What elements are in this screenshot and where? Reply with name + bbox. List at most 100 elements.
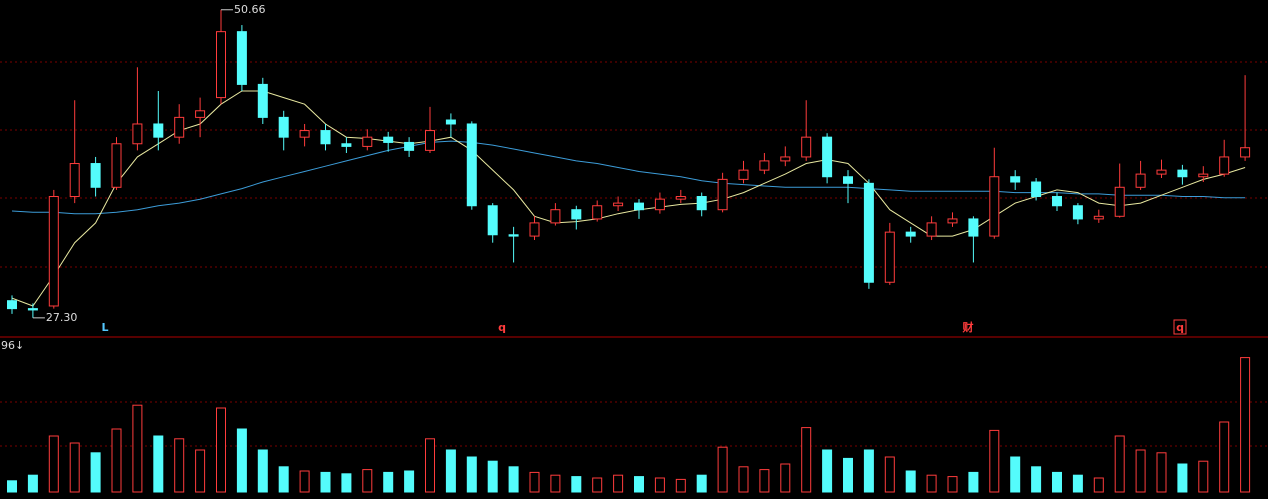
candle-body [926, 222, 937, 237]
volume-label: 96↓ [1, 339, 24, 352]
low-label: 27.30 [46, 311, 78, 324]
volume-bar [634, 476, 644, 493]
volume-bar [717, 446, 728, 493]
candle-body [487, 205, 498, 236]
volume-bar [111, 428, 122, 493]
marker-box [1173, 319, 1187, 335]
candle-body [1156, 169, 1167, 175]
candle-body [1177, 169, 1188, 178]
candle-body [1135, 173, 1146, 188]
candle-body [299, 130, 310, 138]
volume-bar [1240, 357, 1251, 493]
candle-body [717, 178, 728, 211]
volume-bar [69, 442, 80, 493]
volume-bar [759, 469, 770, 493]
candle-body [320, 130, 331, 145]
volume-bar [466, 456, 477, 493]
candle-body [195, 110, 206, 118]
volume-bar [216, 407, 226, 493]
volume-bar [801, 427, 812, 493]
candle-body [863, 182, 874, 283]
volume-bar [905, 470, 916, 493]
candle-body [90, 163, 101, 188]
candle-body [884, 231, 895, 283]
candle-body [738, 169, 749, 180]
volume-bar [236, 428, 247, 493]
candle-body [1114, 186, 1125, 217]
volume-bar [1198, 460, 1209, 493]
candle-body [425, 130, 435, 151]
volume-bar [613, 474, 624, 493]
volume-bar [383, 471, 394, 493]
candle-body [989, 176, 1000, 237]
volume-bar [884, 456, 895, 493]
volume-bar [863, 449, 874, 493]
volume-bar [1156, 452, 1167, 493]
candle-body [383, 136, 394, 143]
candle-body [153, 123, 164, 138]
candle-body [508, 234, 519, 237]
volume-bar [1093, 477, 1104, 493]
volume-bar [947, 476, 958, 493]
volume-bar [508, 466, 519, 493]
volume-bar [132, 404, 143, 493]
volume-bar [27, 474, 38, 493]
volume-bar [592, 477, 603, 493]
volume-bar [571, 476, 582, 493]
candle-body [1219, 156, 1230, 175]
volume-bar [153, 435, 164, 493]
volume-bar [1072, 474, 1083, 493]
volume-bar [1219, 421, 1230, 493]
candle-body [236, 31, 247, 85]
high-label: 50.66 [234, 3, 266, 16]
candle-body [696, 196, 707, 211]
candle-body [947, 218, 958, 224]
candle-body [905, 231, 916, 237]
candle-body [1240, 147, 1251, 158]
volume-bar [1135, 449, 1146, 493]
volume-bar [7, 480, 17, 493]
candle-body [550, 209, 561, 224]
volume-bar [843, 457, 853, 493]
candle-body [613, 202, 624, 207]
volume-bar [320, 471, 331, 493]
candle-body [592, 205, 603, 220]
event-marker: L [101, 321, 108, 334]
volume-bar [550, 474, 561, 493]
volume-bar [989, 429, 1000, 493]
volume-bar [1114, 435, 1125, 493]
volume-bar [926, 474, 937, 493]
volume-bar [487, 460, 498, 493]
candle-body [445, 119, 456, 125]
candle-body [571, 209, 582, 220]
candle-body [341, 143, 352, 147]
volume-bar [654, 477, 665, 493]
volume-bar [257, 449, 268, 493]
candle-body [466, 123, 477, 207]
candle-body [27, 308, 38, 311]
event-marker: 财 [962, 320, 974, 334]
volume-bar [780, 463, 791, 493]
volume-bar [341, 473, 352, 493]
candle-body [1010, 176, 1021, 183]
candle-body [1072, 205, 1083, 220]
candle-body [278, 116, 289, 138]
volume-bar [90, 452, 101, 493]
candle-body [362, 136, 373, 147]
candle-body [132, 123, 143, 145]
volume-bar [445, 449, 456, 493]
candle-body [404, 141, 415, 151]
candle-body [780, 156, 791, 162]
volume-bar [362, 469, 373, 493]
candle-body [843, 176, 853, 184]
candle-body [7, 300, 17, 310]
candle-body [822, 136, 833, 178]
volume-bar [529, 471, 540, 493]
volume-bar [195, 449, 206, 493]
candle-body [257, 83, 268, 118]
candle-body [654, 198, 665, 211]
volume-bar [278, 466, 289, 493]
volume-bar [822, 449, 833, 493]
